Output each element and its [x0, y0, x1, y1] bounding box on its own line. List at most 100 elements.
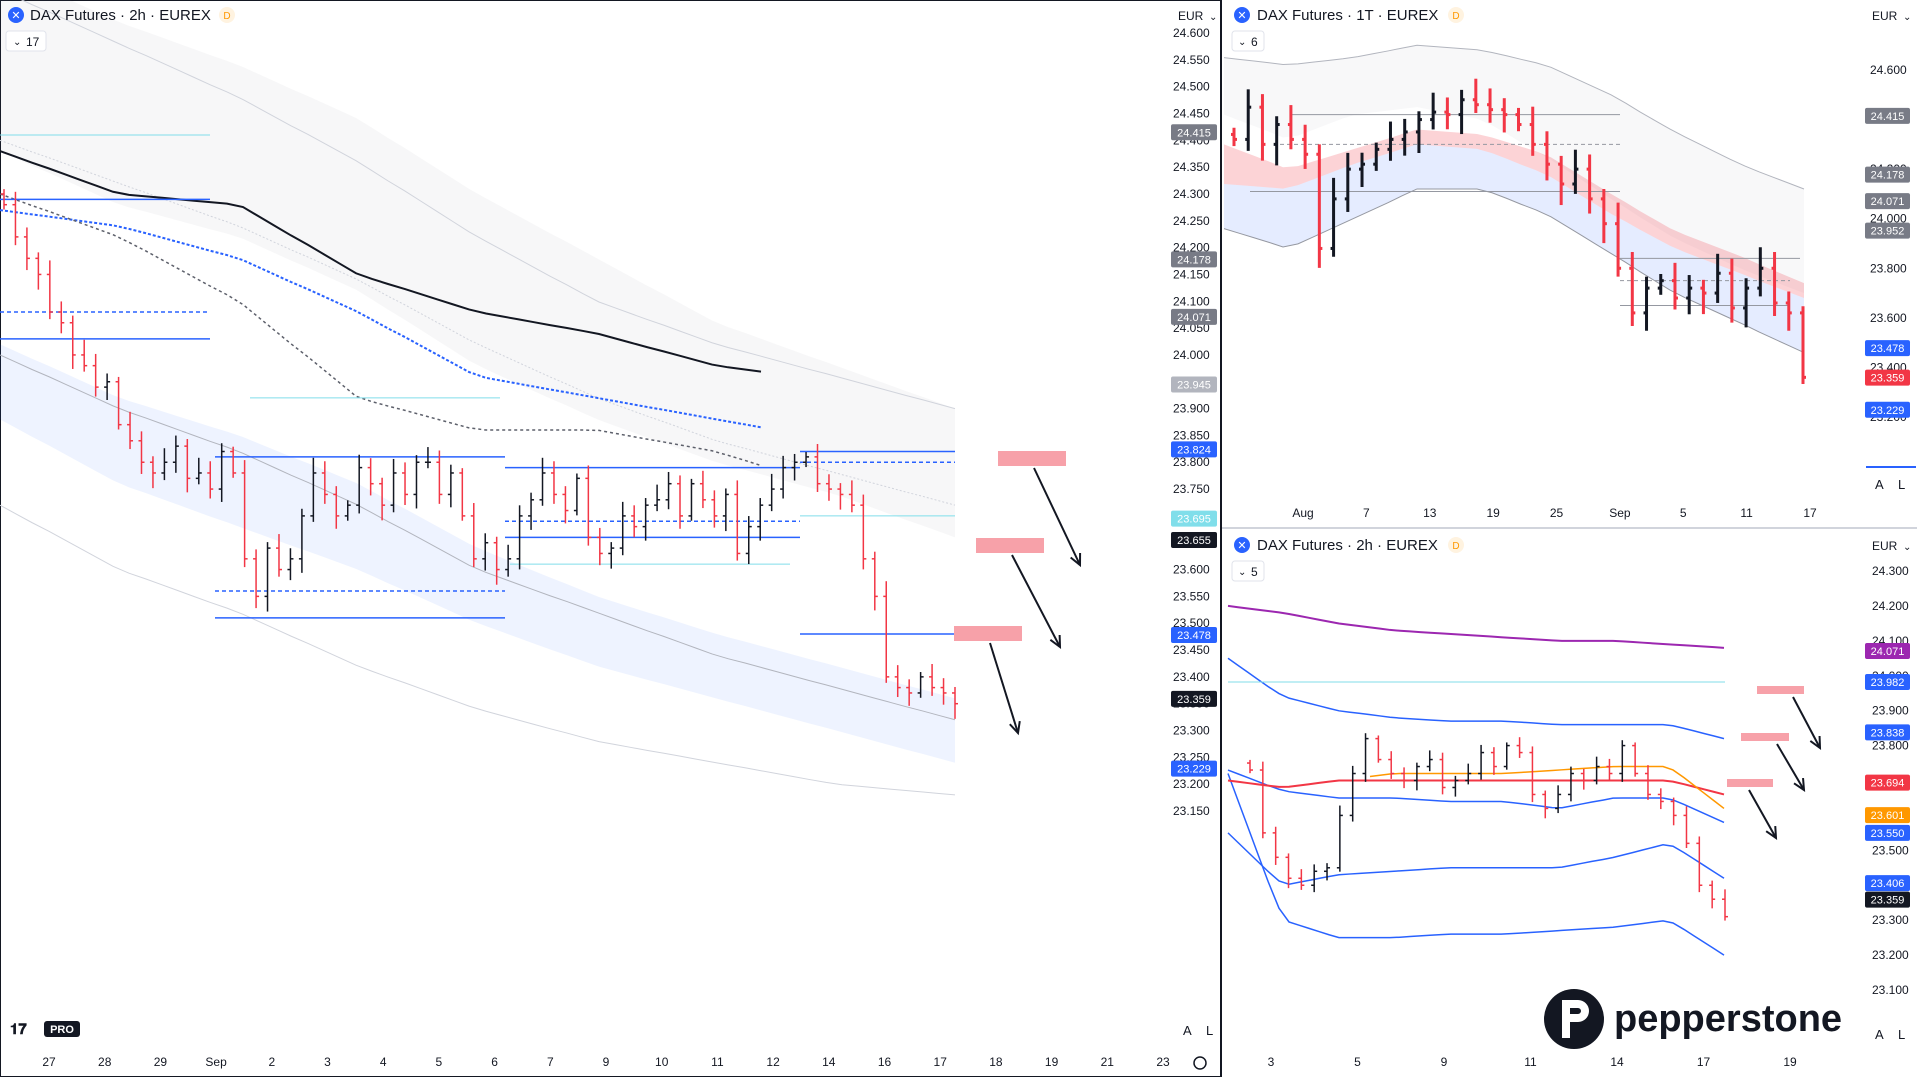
down-arrow-head — [1793, 777, 1806, 792]
y-tick-label: 24.600 — [1870, 63, 1907, 77]
ohlc-bar — [1555, 785, 1562, 814]
ohlc-bar — [745, 516, 752, 565]
intraday-log-button[interactable]: L — [1898, 1027, 1905, 1042]
price-tag-label: 23.229 — [1871, 405, 1905, 417]
currency-chevron-icon[interactable]: ⌄ — [1209, 12, 1217, 23]
x-tick-label: 11 — [1524, 1055, 1537, 1069]
price-tag-bg — [1865, 193, 1910, 210]
ohlc-bar — [23, 227, 30, 271]
down-arrow — [1011, 554, 1062, 650]
x-tick-label: 12 — [766, 1055, 780, 1069]
x-tick-label: 7 — [1363, 506, 1370, 520]
blue-band-line — [1227, 657, 1725, 740]
price-tag: 23.601 — [1865, 807, 1910, 824]
x-tick-label: Sep — [1609, 506, 1631, 520]
indicator-toggle[interactable] — [1231, 560, 1265, 582]
ohlc-bar — [1722, 889, 1728, 921]
ohlc-bar — [1543, 131, 1550, 181]
ohlc-bar — [1472, 78, 1479, 113]
price-tag: 23.694 — [1865, 774, 1910, 791]
ohlc-bar — [608, 542, 615, 569]
ohlc-bar — [1247, 759, 1253, 774]
currency-selector[interactable]: EUR — [1872, 539, 1898, 553]
price-tag: 23.478 — [1171, 627, 1217, 644]
price-tag-label: 24.071 — [1871, 646, 1905, 658]
main-log-button[interactable]: L — [1206, 1023, 1213, 1038]
ohlc-bar — [952, 686, 958, 719]
daily-chart[interactable]: 24.60024.40024.20024.00023.80023.60023.4… — [1223, 44, 1916, 520]
ohlc-bar — [1401, 767, 1408, 789]
ohlc-bar — [1709, 880, 1716, 909]
price-tag: 24.071 — [1171, 308, 1217, 325]
ohlc-bar — [1259, 94, 1266, 161]
indicator-toggle[interactable] — [5, 30, 47, 52]
currency-chevron-icon[interactable]: ⌄ — [1903, 542, 1911, 553]
price-tag-bg — [1865, 891, 1910, 908]
x-tick-label: Sep — [205, 1055, 227, 1069]
ohlc-bar — [12, 191, 19, 246]
x-tick-label: 14 — [822, 1055, 836, 1069]
ohlc-bar — [1452, 775, 1459, 797]
ohlc-bar — [1426, 750, 1433, 772]
settings-gear-icon[interactable] — [1193, 1056, 1207, 1070]
price-tag-label: 23.982 — [1871, 677, 1905, 689]
y-tick-label: 24.000 — [1870, 212, 1907, 226]
currency-selector[interactable]: EUR — [1872, 9, 1898, 23]
ohlc-bar — [1515, 107, 1522, 132]
intraday-chart[interactable]: 24.30024.20024.10024.00023.90023.80023.7… — [1227, 564, 1910, 1069]
intraday-auto-button[interactable]: A — [1875, 1027, 1884, 1042]
ohlc-bar — [104, 373, 111, 401]
ohlc-bar — [1501, 98, 1508, 133]
ohlc-bar — [1413, 762, 1420, 791]
ohlc-bar — [447, 464, 454, 508]
band-line — [0, 354, 956, 721]
price-tag: 23.982 — [1865, 674, 1910, 691]
daily-auto-button[interactable]: A — [1875, 477, 1884, 492]
ohlc-bar — [860, 494, 867, 570]
exchange-icon-glyph: ✕ — [1237, 540, 1246, 552]
y-tick-label: 24.000 — [1173, 348, 1210, 362]
ohlc-bar — [1302, 124, 1309, 169]
ohlc-bar — [1311, 864, 1318, 893]
bearish-zone — [1727, 779, 1773, 787]
ohlc-bar — [528, 492, 535, 530]
down-arrow-shaft — [1748, 789, 1777, 839]
ohlc-bar — [138, 431, 145, 474]
y-tick-label: 23.900 — [1872, 704, 1909, 718]
ohlc-bar — [172, 435, 179, 473]
main-auto-button[interactable]: A — [1183, 1023, 1192, 1038]
daily-blue-band — [1224, 144, 1804, 353]
currency-selector[interactable]: EUR — [1178, 9, 1204, 23]
ohlc-bar — [1644, 765, 1651, 800]
indicator-toggle[interactable] — [1231, 30, 1265, 52]
main-chart[interactable]: 24.60024.55024.50024.45024.40024.35024.3… — [0, 0, 1217, 1069]
delay-badge-label: D — [223, 11, 230, 22]
x-tick-label: 3 — [1268, 1055, 1275, 1069]
chevron-down-icon: ⌄ — [13, 37, 21, 48]
ohlc-bar — [1298, 869, 1305, 890]
price-tag: 24.071 — [1865, 193, 1910, 210]
down-arrow-shaft — [1033, 467, 1081, 566]
ohlc-bar — [631, 505, 638, 538]
currency-chevron-icon[interactable]: ⌄ — [1903, 12, 1911, 23]
price-tag-label: 24.071 — [1177, 312, 1211, 324]
ohlc-bar — [69, 315, 76, 369]
ohlc-bar — [1757, 247, 1764, 297]
blue-band-line — [1227, 832, 1725, 885]
x-tick-label: 17 — [934, 1055, 948, 1069]
ohlc-bar — [1430, 92, 1437, 130]
ohlc-bar — [505, 544, 512, 577]
pepperstone-logo-glyph — [1562, 1000, 1589, 1038]
daily-log-button[interactable]: L — [1898, 477, 1905, 492]
pepperstone-logo: pepperstone — [1544, 989, 1842, 1049]
ma-blue-dotted-line — [0, 209, 762, 429]
ohlc-bar — [1287, 105, 1294, 150]
price-tag-label: 23.824 — [1177, 444, 1211, 456]
ohlc-bar — [814, 443, 821, 492]
ohlc-bar — [275, 534, 282, 577]
x-tick-label: 18 — [989, 1055, 1003, 1069]
x-tick-label: Aug — [1292, 506, 1313, 520]
ohlc-bar — [940, 678, 947, 705]
ohlc-bar — [917, 672, 924, 698]
upper-outer-band — [0, 0, 955, 538]
